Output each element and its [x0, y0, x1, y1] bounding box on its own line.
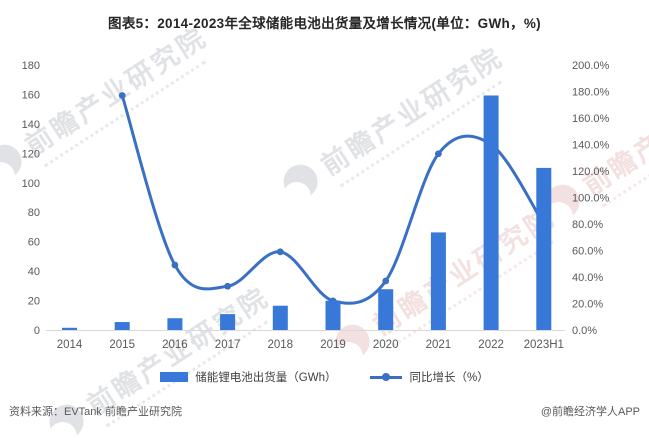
bar-2022	[483, 95, 499, 330]
left-axis-tick: 160	[22, 89, 40, 101]
right-axis-tick: 120.0%	[572, 166, 610, 178]
legend-item-growth: 同比增长（%）	[370, 369, 489, 385]
right-axis-tick: 20.0%	[572, 299, 603, 311]
right-axis-tick: 140.0%	[572, 140, 610, 152]
x-axis-label-2015: 2015	[109, 339, 135, 351]
legend-label-shipment: 储能锂电池出货量（GWh）	[195, 372, 337, 384]
growth-marker-5	[382, 277, 390, 285]
right-axis-tick: 60.0%	[572, 246, 603, 258]
x-axis-label-2021: 2021	[426, 339, 452, 351]
left-axis-tick: 80	[28, 207, 40, 219]
bar-2019	[325, 300, 341, 330]
growth-marker-1	[171, 261, 179, 269]
bar-2014	[62, 327, 77, 330]
growth-marker-6	[435, 150, 442, 158]
bar-2016	[167, 318, 183, 330]
left-axis-tick: 140	[22, 119, 40, 131]
x-axis-label-2019: 2019	[320, 339, 346, 351]
left-axis-tick: 180	[22, 60, 40, 72]
bar-2021	[430, 232, 446, 330]
x-axis-label-2014: 2014	[57, 339, 83, 351]
right-axis-tick: 200.0%	[572, 60, 610, 72]
legend-line-swatch	[370, 372, 403, 382]
growth-marker-3	[276, 248, 284, 256]
right-axis-tick: 180.0%	[572, 87, 610, 99]
x-axis-label-2023H1: 2023H1	[524, 339, 564, 351]
left-axis-tick: 0	[34, 325, 40, 337]
left-axis-tick: 100	[22, 178, 40, 190]
right-axis-tick: 40.0%	[572, 272, 603, 284]
right-axis-tick: 80.0%	[572, 219, 603, 231]
bar-2017	[220, 314, 236, 330]
legend-bar-swatch	[160, 372, 189, 382]
x-axis-label-2016: 2016	[162, 339, 188, 351]
growth-marker-0	[118, 92, 126, 99]
chart-title: 图表5：2014-2023年全球储能电池出货量及增长情况(单位：GWh，%)	[108, 16, 541, 31]
source-note: 资料来源：EVTank 前瞻产业研究院	[9, 406, 182, 418]
x-axis-label-2017: 2017	[215, 339, 241, 351]
bar-2015	[114, 322, 130, 330]
footer: 资料来源：EVTank 前瞻产业研究院 @前瞻经济学人APP	[9, 403, 640, 419]
growth-line	[120, 93, 546, 305]
x-axis-label-2018: 2018	[268, 339, 294, 351]
right-axis-tick: 160.0%	[572, 113, 610, 125]
left-axis-tick: 60	[28, 237, 40, 249]
legend-label-growth: 同比增长（%）	[409, 372, 489, 384]
left-axis-tick: 40	[28, 266, 40, 278]
credit-note: @前瞻经济学人APP	[540, 406, 640, 418]
left-axis-tick: 20	[28, 296, 40, 308]
right-axis-tick: 0.0%	[572, 325, 597, 337]
legend-item-shipment: 储能锂电池出货量（GWh）	[160, 369, 336, 385]
right-axis-tick: 100.0%	[572, 193, 610, 205]
left-axis-tick: 120	[22, 148, 40, 160]
bar-2023H1	[536, 167, 552, 330]
x-axis-label-2020: 2020	[373, 339, 399, 351]
growth-marker-2	[224, 282, 232, 290]
x-axis-label-2022: 2022	[478, 339, 504, 351]
legend: 储能锂电池出货量（GWh） 同比增长（%）	[0, 369, 649, 385]
bar-2018	[272, 305, 288, 330]
bar-2020	[378, 289, 394, 330]
